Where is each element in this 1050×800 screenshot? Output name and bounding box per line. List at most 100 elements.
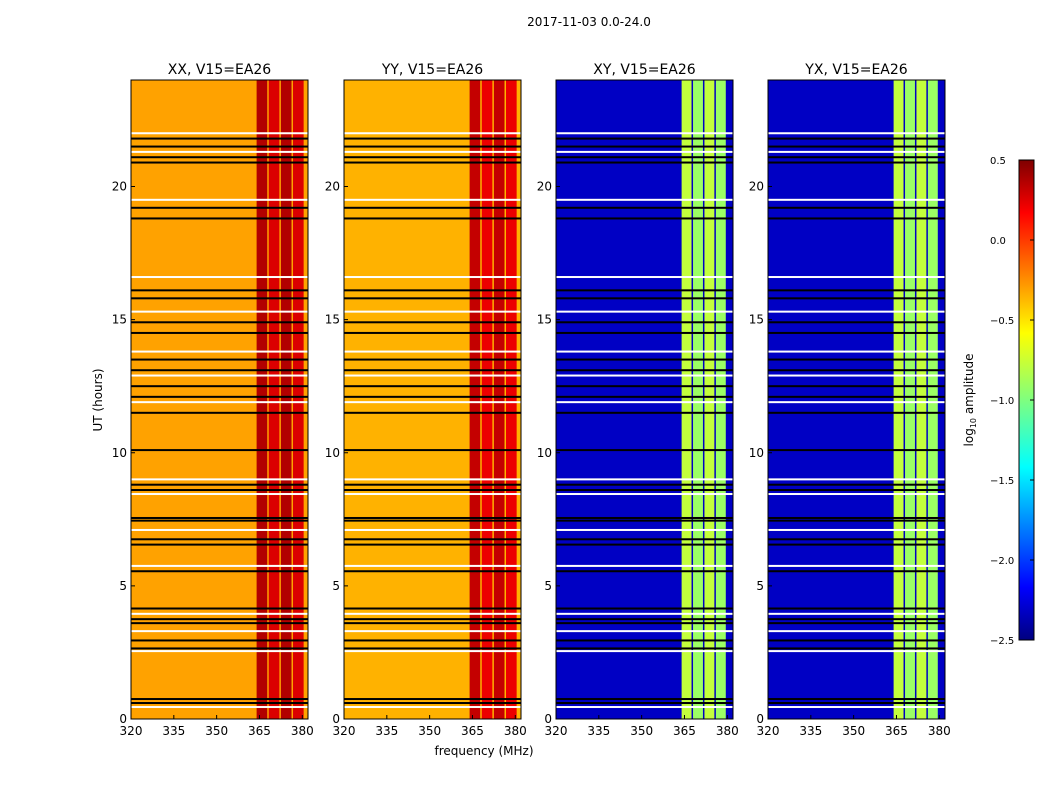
- flagged-row: [768, 310, 945, 313]
- x-tick-label: 380: [928, 724, 951, 738]
- x-tick-label: 320: [757, 724, 780, 738]
- flagged-row: [556, 369, 733, 372]
- flagged-row: [556, 198, 733, 201]
- flagged-row: [344, 385, 521, 388]
- flagged-row: [131, 321, 308, 324]
- y-tick-label: 15: [112, 313, 127, 327]
- colorbar-label-prefix: log: [962, 428, 976, 446]
- flagged-row: [131, 607, 308, 610]
- band-stripe: [681, 80, 692, 719]
- flagged-row: [768, 489, 945, 492]
- flagged-row: [556, 145, 733, 148]
- flagged-row: [556, 516, 733, 519]
- y-axis-label: UT (hours): [91, 368, 105, 431]
- flagged-row: [768, 411, 945, 414]
- flagged-row: [768, 132, 945, 135]
- panel-title: XY, V15=EA26: [593, 62, 695, 78]
- flagged-row: [131, 483, 308, 486]
- flagged-row: [131, 698, 308, 701]
- flagged-row: [556, 161, 733, 164]
- flagged-row: [344, 297, 521, 300]
- heatmap-image: [131, 80, 308, 719]
- flagged-row: [768, 297, 945, 300]
- colorbar: 0.5 0.0 −0.5 −1.0 −1.5 −2.0 −2.5 log10 amplitu…: [962, 156, 1035, 647]
- band-stripe: [493, 80, 505, 719]
- flagged-row: [344, 570, 521, 573]
- flagged-row: [344, 519, 521, 522]
- flagged-row: [768, 198, 945, 201]
- flagged-row: [131, 519, 308, 522]
- panel-4: YX, V15=EA26 320 335 350 365 380 0 5 10 15 20: [749, 62, 951, 738]
- flagged-row: [768, 350, 945, 353]
- flagged-row: [344, 198, 521, 201]
- flagged-row: [131, 161, 308, 164]
- axes-frame: [343, 79, 522, 720]
- flagged-row: [768, 570, 945, 573]
- x-tick-label: 320: [333, 724, 356, 738]
- y-tick-label: 10: [112, 446, 127, 460]
- flagged-row: [556, 570, 733, 573]
- flagged-row: [344, 449, 521, 452]
- flagged-row: [768, 369, 945, 372]
- flagged-row: [344, 702, 521, 705]
- flagged-row: [131, 198, 308, 201]
- flagged-row: [131, 618, 308, 621]
- flagged-row: [556, 449, 733, 452]
- y-tick-label: 20: [112, 180, 127, 194]
- flagged-row: [131, 156, 308, 159]
- flagged-row: [344, 543, 521, 546]
- flagged-row: [768, 698, 945, 701]
- flagged-row: [131, 570, 308, 573]
- flagged-row: [768, 321, 945, 324]
- heatmap-image: [556, 80, 733, 719]
- flagged-row: [344, 622, 521, 625]
- flagged-row: [131, 650, 308, 653]
- flagged-row: [556, 493, 733, 496]
- flagged-row: [131, 630, 308, 633]
- y-tick-label: 0: [119, 712, 127, 726]
- flagged-row: [131, 350, 308, 353]
- x-tick-label: 365: [885, 724, 908, 738]
- flagged-row: [131, 493, 308, 496]
- flagged-row: [556, 150, 733, 153]
- flagged-row: [556, 478, 733, 481]
- panel-1: XX, V15=EA26 320 335 350 365 380 0 5 10 15 20: [112, 62, 314, 738]
- flagged-row: [556, 706, 733, 709]
- flagged-row: [131, 206, 308, 209]
- x-tick-label: 365: [673, 724, 696, 738]
- flagged-row: [131, 401, 308, 404]
- heatmap-image: [344, 80, 521, 719]
- flagged-row: [556, 374, 733, 377]
- colorbar-tick-label: −0.5: [990, 316, 1014, 327]
- flagged-row: [768, 478, 945, 481]
- x-tick-label: 335: [375, 724, 398, 738]
- band-stripe: [905, 80, 915, 719]
- flagged-row: [556, 132, 733, 135]
- flagged-row: [344, 358, 521, 361]
- flagged-row: [344, 612, 521, 615]
- flagged-row: [131, 150, 308, 153]
- flagged-row: [131, 297, 308, 300]
- flagged-row: [768, 401, 945, 404]
- flagged-row: [344, 411, 521, 414]
- flagged-row: [556, 358, 733, 361]
- flagged-row: [131, 331, 308, 334]
- flagged-row: [768, 150, 945, 153]
- flagged-row: [556, 647, 733, 650]
- flagged-row: [131, 702, 308, 705]
- flagged-row: [344, 369, 521, 372]
- flagged-row: [768, 206, 945, 209]
- flagged-row: [768, 702, 945, 705]
- flagged-row: [131, 706, 308, 709]
- y-tick-label: 10: [537, 446, 552, 460]
- flagged-row: [556, 137, 733, 140]
- heatmap-background: [768, 80, 945, 719]
- band-stripe: [704, 80, 715, 719]
- panel-2: YY, V15=EA26 320 335 350 365 380 0 5 10 15 20: [325, 62, 527, 738]
- flagged-row: [556, 156, 733, 159]
- flagged-row: [768, 217, 945, 220]
- y-tick-label: 15: [537, 313, 552, 327]
- flagged-row: [768, 543, 945, 546]
- flagged-row: [768, 650, 945, 653]
- flagged-row: [556, 618, 733, 621]
